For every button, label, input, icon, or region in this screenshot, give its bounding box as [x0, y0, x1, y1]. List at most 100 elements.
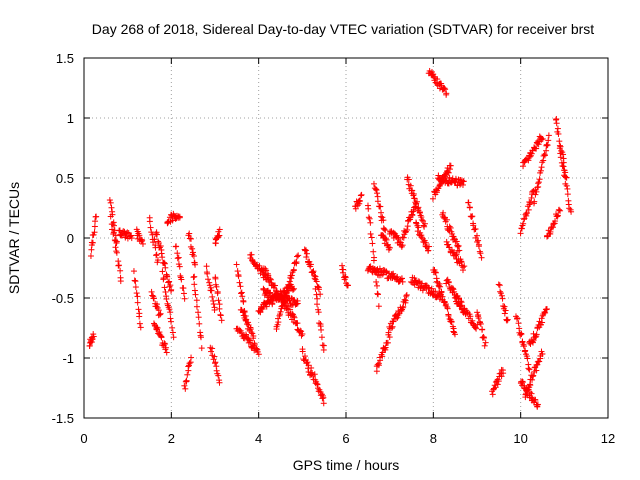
- data-point: [216, 379, 223, 386]
- data-point: [108, 221, 115, 228]
- data-point: [368, 234, 375, 241]
- data-point: [430, 73, 437, 80]
- data-point: [432, 269, 439, 276]
- data-point: [193, 297, 200, 304]
- data-point: [437, 283, 444, 290]
- data-point: [559, 162, 566, 169]
- data-point: [438, 288, 445, 295]
- data-point: [169, 329, 176, 336]
- data-point: [399, 304, 406, 311]
- data-point: [238, 329, 245, 336]
- data-point: [155, 307, 162, 314]
- data-point: [538, 136, 545, 143]
- data-point: [174, 250, 181, 257]
- data-point: [432, 288, 439, 295]
- data-point: [196, 320, 203, 327]
- data-point: [260, 285, 267, 292]
- data-point: [283, 292, 290, 299]
- data-point: [206, 282, 213, 289]
- data-point: [186, 230, 193, 237]
- data-point: [213, 367, 220, 374]
- data-point: [446, 223, 453, 230]
- data-point: [167, 315, 174, 322]
- data-point: [318, 334, 325, 341]
- data-point: [554, 212, 561, 219]
- data-point: [384, 339, 391, 346]
- data-point: [543, 306, 550, 313]
- data-point: [163, 295, 170, 302]
- data-point: [215, 297, 222, 304]
- data-point: [564, 191, 571, 198]
- data-point: [538, 164, 545, 171]
- data-point: [523, 210, 530, 217]
- data-point: [556, 145, 563, 152]
- data-point: [545, 137, 552, 144]
- data-point: [504, 316, 511, 323]
- data-point: [474, 232, 481, 239]
- data-point: [295, 252, 302, 259]
- data-point: [379, 349, 386, 356]
- data-point: [472, 226, 479, 233]
- data-point: [409, 211, 416, 218]
- data-point: [519, 379, 526, 386]
- data-point: [443, 90, 450, 97]
- data-point: [139, 240, 146, 247]
- data-point: [477, 320, 484, 327]
- data-point: [451, 331, 458, 338]
- data-point: [381, 226, 388, 233]
- axis-ticks: [83, 57, 609, 419]
- data-point: [536, 318, 543, 325]
- data-point: [558, 147, 565, 154]
- data-point: [526, 366, 533, 373]
- data-point: [375, 362, 382, 369]
- data-point: [543, 306, 550, 313]
- data-point: [174, 255, 181, 262]
- data-point: [191, 281, 198, 288]
- data-point: [285, 285, 292, 292]
- data-point: [407, 182, 414, 189]
- data-point: [390, 318, 397, 325]
- data-point: [110, 231, 117, 238]
- data-point: [561, 172, 568, 179]
- data-point: [494, 381, 501, 388]
- data-point: [117, 278, 124, 285]
- data-point: [369, 240, 376, 247]
- data-point: [299, 330, 306, 337]
- data-point: [497, 288, 504, 295]
- data-point: [515, 320, 522, 327]
- data-point: [564, 185, 571, 192]
- data-point: [109, 226, 116, 233]
- data-point: [432, 269, 439, 276]
- data-point: [176, 263, 183, 270]
- data-point: [518, 331, 525, 338]
- data-point: [403, 293, 410, 300]
- data-point: [378, 213, 385, 220]
- data-point: [408, 278, 415, 285]
- data-point: [175, 254, 182, 261]
- data-point: [380, 217, 387, 224]
- data-point: [445, 169, 452, 176]
- data-point: [442, 173, 449, 180]
- data-point: [263, 303, 270, 310]
- data-point: [173, 243, 180, 250]
- data-point: [409, 187, 416, 194]
- data-point: [313, 291, 320, 298]
- data-point: [495, 281, 502, 288]
- data-point: [446, 166, 453, 173]
- data-point: [147, 224, 154, 231]
- data-point: [372, 186, 379, 193]
- data-point: [248, 251, 255, 258]
- data-point: [482, 339, 489, 346]
- data-point: [303, 250, 310, 257]
- data-point: [498, 373, 505, 380]
- data-point: [169, 324, 176, 331]
- data-point: [166, 278, 173, 285]
- x-tick-label: 0: [80, 431, 87, 446]
- data-point: [156, 244, 163, 251]
- data-point: [115, 262, 122, 269]
- data-point: [167, 309, 174, 316]
- data-point: [461, 263, 468, 270]
- data-point: [203, 263, 210, 270]
- data-point: [502, 307, 509, 314]
